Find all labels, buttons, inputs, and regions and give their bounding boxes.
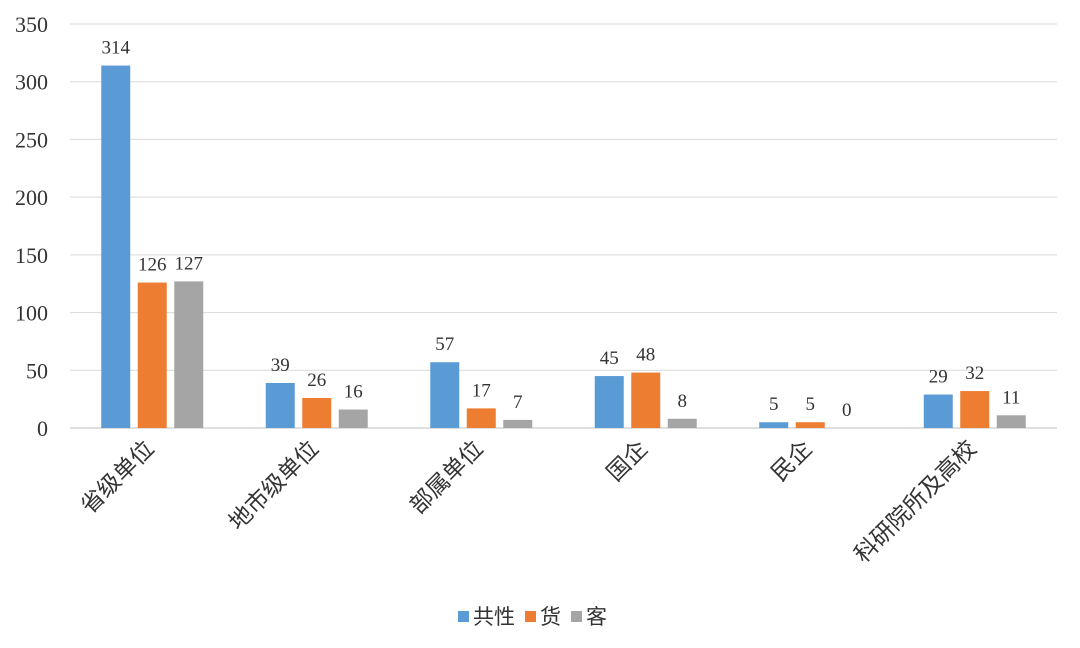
y-tick-label: 350: [15, 12, 48, 37]
x-category-label: 科研院所及高校: [850, 436, 982, 568]
bar: [667, 418, 697, 428]
legend: 共性 货 客: [458, 605, 607, 629]
legend-swatch: [571, 611, 582, 622]
data-label: 48: [636, 345, 655, 366]
bar: [503, 419, 533, 428]
data-label: 17: [472, 380, 491, 401]
data-label: 5: [806, 394, 816, 415]
bar: [594, 376, 624, 428]
y-tick-label: 300: [15, 70, 48, 95]
data-label: 45: [600, 348, 619, 369]
legend-swatch: [525, 611, 536, 622]
bar: [923, 394, 953, 428]
x-category-label: 省级单位: [76, 436, 159, 519]
legend-swatch: [458, 611, 469, 622]
bar: [960, 391, 990, 428]
y-tick-label: 50: [26, 358, 48, 383]
data-label: 26: [307, 370, 326, 391]
data-labels: 314 126 127 39 26 16 57 17 7 45 48 8 5 5 0 29 32 11: [102, 38, 1021, 421]
x-category-label: 部属单位: [405, 436, 488, 519]
legend-label: 共性: [473, 605, 515, 629]
y-tick-label: 0: [37, 416, 48, 441]
bar: [338, 409, 368, 428]
data-label: 57: [435, 334, 454, 355]
y-tick-label: 150: [15, 243, 48, 268]
data-label: 8: [678, 391, 688, 412]
y-tick-label: 200: [15, 185, 48, 210]
bars: [101, 65, 1026, 428]
gridlines: [70, 23, 1057, 429]
data-label: 11: [1002, 387, 1020, 408]
x-category-label: 民企: [767, 436, 818, 487]
bar: [430, 362, 460, 428]
bar: [795, 422, 825, 428]
data-label: 314: [102, 38, 131, 59]
bar: [265, 382, 295, 428]
x-axis-categories: 省级单位 地市级单位 部属单位 国企 民企 科研院所及高校: [76, 436, 982, 568]
data-label: 5: [769, 394, 779, 415]
y-tick-label: 100: [15, 301, 48, 326]
data-label: 32: [965, 363, 984, 384]
data-label: 39: [271, 355, 290, 376]
legend-label: 货: [540, 605, 561, 629]
legend-label: 客: [586, 605, 607, 629]
bar: [996, 415, 1026, 428]
data-label: 7: [513, 392, 523, 413]
data-label: 16: [344, 382, 363, 403]
data-label: 126: [138, 255, 167, 276]
x-category-label: 地市级单位: [224, 436, 324, 536]
bar: [174, 281, 204, 428]
bar: [759, 422, 789, 428]
bar: [137, 282, 167, 428]
data-label: 127: [175, 253, 204, 274]
data-label: 0: [842, 400, 852, 421]
y-tick-label: 250: [15, 127, 48, 152]
bar: [101, 65, 131, 428]
bar: [631, 372, 661, 428]
data-label: 29: [929, 367, 948, 388]
x-category-label: 国企: [602, 436, 653, 487]
bar: [466, 408, 496, 428]
y-axis-ticks: 0 50 100 150 200 250 300 350: [15, 12, 48, 441]
bar: [302, 397, 332, 428]
